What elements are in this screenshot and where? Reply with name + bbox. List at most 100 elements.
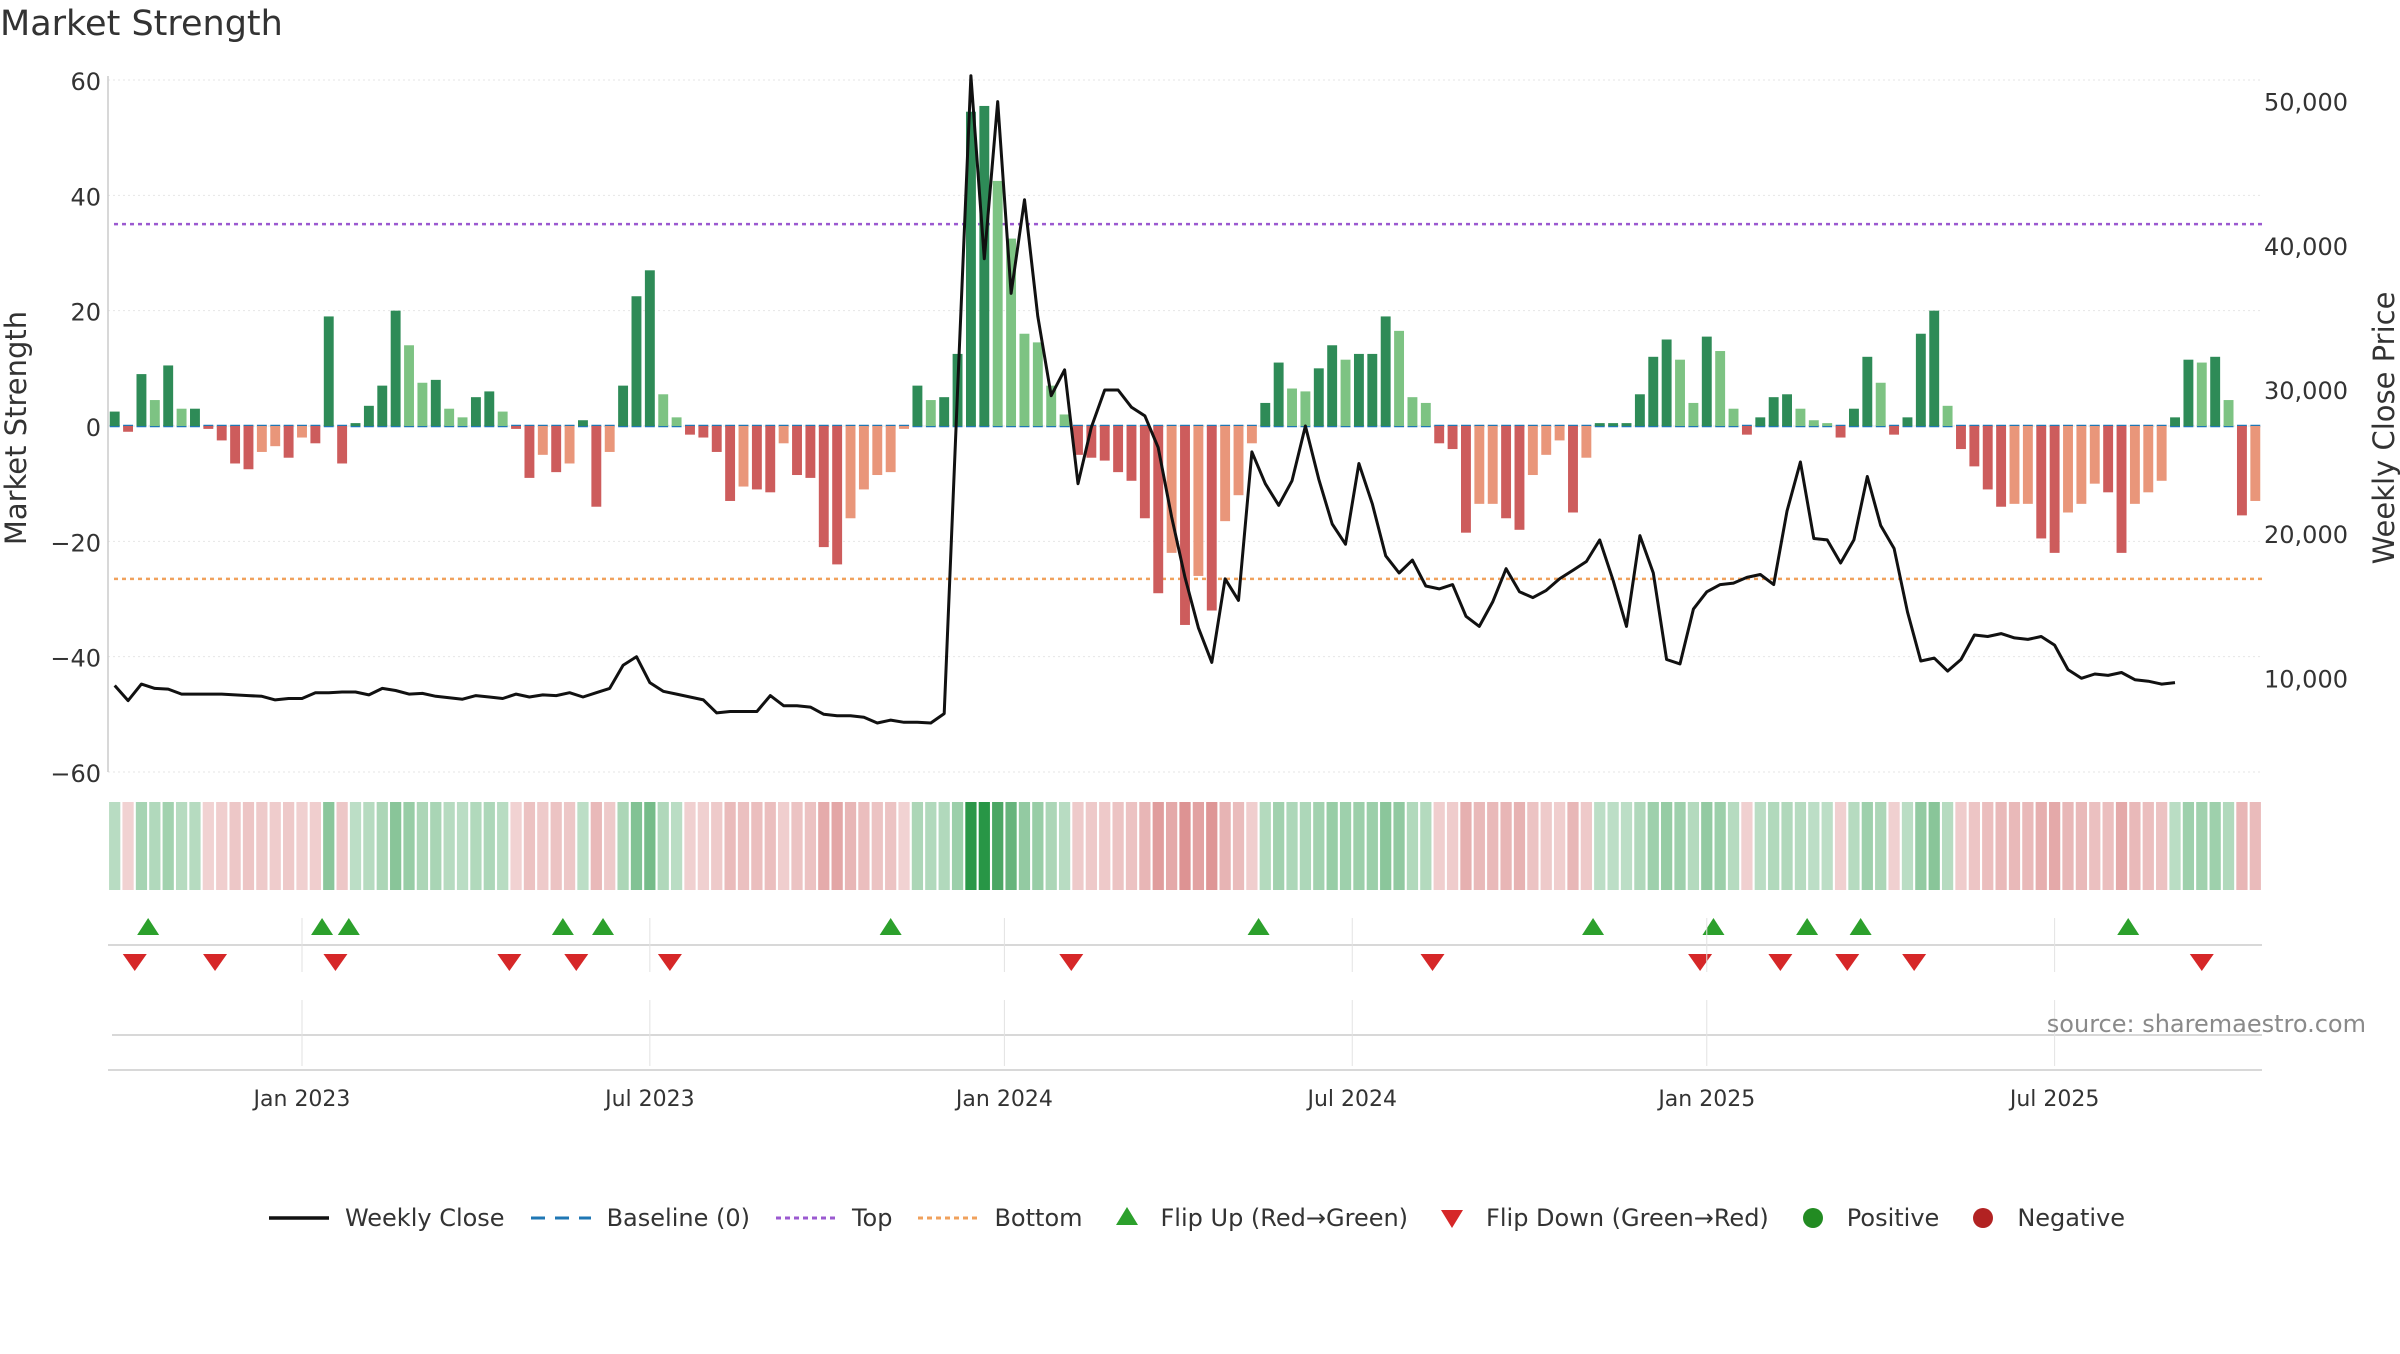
heat-cell bbox=[711, 802, 722, 890]
heat-cell bbox=[577, 802, 588, 890]
legend-swatch-dotted-line bbox=[916, 1203, 980, 1233]
strength-bar bbox=[819, 426, 829, 547]
heat-cell bbox=[1286, 802, 1297, 890]
heat-cell bbox=[1434, 802, 1445, 890]
heat-cell bbox=[1206, 802, 1217, 890]
flip-up-marker bbox=[1850, 918, 1872, 935]
legend-item: Baseline (0) bbox=[529, 1203, 750, 1233]
strength-bar bbox=[1020, 334, 1030, 426]
source-note: source: sharemaestro.com bbox=[2047, 1010, 2366, 1038]
heat-cell bbox=[122, 802, 133, 890]
strength-bar bbox=[1581, 426, 1591, 458]
flip-down-marker bbox=[1768, 954, 1792, 971]
strength-bar bbox=[498, 412, 508, 426]
heat-cell bbox=[337, 802, 348, 890]
strength-bar bbox=[203, 426, 213, 429]
strength-bar bbox=[297, 426, 307, 438]
legend-item: Negative bbox=[1963, 1203, 2125, 1233]
heat-cell bbox=[1447, 802, 1458, 890]
strength-bar bbox=[886, 426, 896, 472]
heat-cell bbox=[229, 802, 240, 890]
heat-cell bbox=[1888, 802, 1899, 890]
strength-bar bbox=[1662, 340, 1672, 427]
strength-bar bbox=[2050, 426, 2060, 553]
strength-bar bbox=[270, 426, 280, 446]
heat-cell bbox=[1273, 802, 1284, 890]
heat-cell bbox=[470, 802, 481, 890]
heat-cell bbox=[350, 802, 361, 890]
heat-cell bbox=[738, 802, 749, 890]
strength-bar bbox=[110, 412, 120, 426]
legend-label: Baseline (0) bbox=[607, 1204, 750, 1232]
strength-bar bbox=[605, 426, 615, 452]
flip-down-marker bbox=[1421, 954, 1445, 971]
strength-bar bbox=[404, 345, 414, 426]
heat-cell bbox=[1955, 802, 1966, 890]
strength-bar bbox=[1341, 360, 1351, 426]
heat-cell bbox=[644, 802, 655, 890]
strength-bar bbox=[444, 409, 454, 426]
heat-cell bbox=[952, 802, 963, 890]
heat-cell bbox=[1005, 802, 1016, 890]
flip-up-marker bbox=[1796, 918, 1818, 935]
strength-bar bbox=[565, 426, 575, 463]
strength-bar bbox=[538, 426, 548, 455]
heat-cell bbox=[2129, 802, 2140, 890]
heat-cell bbox=[965, 802, 976, 890]
heat-cell bbox=[1741, 802, 1752, 890]
legend-label: Top bbox=[852, 1204, 893, 1232]
strength-bar bbox=[1127, 426, 1137, 481]
heat-cell bbox=[2236, 802, 2247, 890]
legend-label: Negative bbox=[2017, 1204, 2125, 1232]
heat-cell bbox=[818, 802, 829, 890]
heat-cell bbox=[1661, 802, 1672, 890]
strength-bar bbox=[1448, 426, 1458, 449]
strength-bar bbox=[1060, 414, 1070, 426]
strength-bar bbox=[1956, 426, 1966, 449]
heat-cell bbox=[403, 802, 414, 890]
y-right-tick-label: 50,000 bbox=[2264, 89, 2348, 117]
legend-swatch-dotted-line bbox=[774, 1203, 838, 1233]
strength-bar bbox=[417, 383, 427, 426]
x-tick-label: Jul 2024 bbox=[1305, 1087, 1397, 1112]
heat-cell bbox=[1795, 802, 1806, 890]
heat-cell bbox=[1340, 802, 1351, 890]
flip-up-marker bbox=[880, 918, 902, 935]
heat-cell bbox=[1153, 802, 1164, 890]
heat-cell bbox=[430, 802, 441, 890]
strength-bar bbox=[190, 409, 200, 426]
flip-down-marker bbox=[2190, 954, 2214, 971]
heat-cell bbox=[457, 802, 468, 890]
strength-bar bbox=[632, 296, 642, 426]
strength-bar bbox=[1916, 334, 1926, 426]
strength-bar bbox=[1247, 426, 1257, 443]
heat-cell bbox=[323, 802, 334, 890]
flip-up-marker bbox=[552, 918, 574, 935]
legend-item: Top bbox=[774, 1203, 893, 1233]
strength-bar bbox=[1608, 423, 1618, 426]
heat-cell bbox=[765, 802, 776, 890]
strength-bar bbox=[846, 426, 856, 518]
heat-cell bbox=[1139, 802, 1150, 890]
heat-cell bbox=[2049, 802, 2060, 890]
heat-cell bbox=[1875, 802, 1886, 890]
flip-down-marker bbox=[658, 954, 682, 971]
heat-cell bbox=[497, 802, 508, 890]
heat-cell bbox=[417, 802, 428, 890]
strength-bar bbox=[1461, 426, 1471, 533]
strength-bar bbox=[1675, 360, 1685, 426]
strength-bar bbox=[1488, 426, 1498, 504]
flip-down-marker bbox=[1835, 954, 1859, 971]
chart-title: Market Strength bbox=[0, 4, 283, 44]
heat-cell bbox=[444, 802, 455, 890]
heat-cell bbox=[216, 802, 227, 890]
chart-root: Market Strength 60 40 20 0 −20 −40 −60 50,000 40… bbox=[0, 0, 2400, 1350]
heat-cell bbox=[591, 802, 602, 890]
strength-bar bbox=[805, 426, 815, 478]
heat-cell bbox=[1929, 802, 1940, 890]
legend-item: Flip Down (Green→Red) bbox=[1432, 1203, 1769, 1233]
strength-bar bbox=[2117, 426, 2127, 553]
heat-cell bbox=[1634, 802, 1645, 890]
strength-bar bbox=[177, 409, 187, 426]
legend-label: Positive bbox=[1847, 1204, 1940, 1232]
